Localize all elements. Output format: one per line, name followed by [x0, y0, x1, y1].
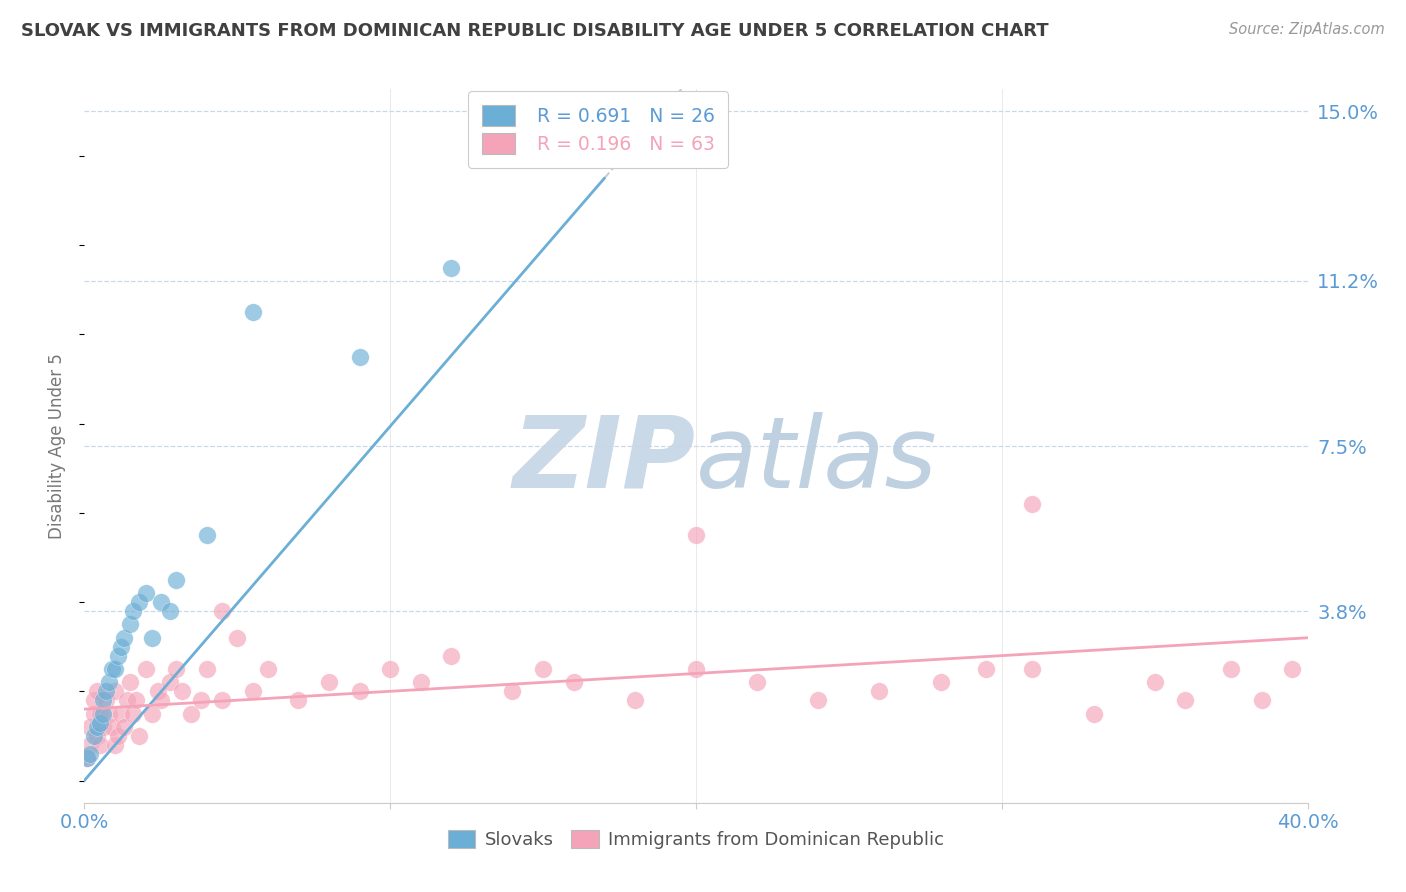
- Text: atlas: atlas: [696, 412, 938, 508]
- Point: [976, 662, 998, 676]
- Point: [76, 751, 98, 765]
- Point: [79, 720, 101, 734]
- Point: [107, 729, 129, 743]
- Point: [172, 684, 194, 698]
- Point: [79, 747, 101, 761]
- Point: [1021, 662, 1043, 676]
- Point: [135, 662, 157, 676]
- Point: [79, 738, 101, 752]
- Point: [149, 693, 172, 707]
- Point: [97, 706, 120, 721]
- Point: [1250, 693, 1272, 707]
- Point: [112, 631, 135, 645]
- Point: [226, 631, 249, 645]
- Point: [141, 631, 163, 645]
- Point: [502, 684, 524, 698]
- Text: Source: ZipAtlas.com: Source: ZipAtlas.com: [1229, 22, 1385, 37]
- Point: [624, 693, 647, 707]
- Point: [115, 693, 138, 707]
- Point: [89, 715, 111, 730]
- Point: [112, 720, 135, 734]
- Point: [807, 693, 830, 707]
- Point: [409, 675, 432, 690]
- Point: [149, 595, 172, 609]
- Point: [685, 528, 707, 542]
- Point: [101, 720, 124, 734]
- Point: [83, 729, 105, 743]
- Point: [318, 675, 340, 690]
- Point: [165, 662, 187, 676]
- Point: [122, 706, 145, 721]
- Point: [101, 662, 124, 676]
- Point: [76, 751, 98, 765]
- Point: [531, 662, 554, 676]
- Point: [242, 684, 264, 698]
- Point: [86, 684, 108, 698]
- Point: [120, 675, 142, 690]
- Text: ZIP: ZIP: [513, 412, 696, 508]
- Point: [349, 684, 371, 698]
- Point: [120, 617, 142, 632]
- Point: [195, 528, 218, 542]
- Point: [869, 684, 891, 698]
- Point: [159, 675, 181, 690]
- Point: [190, 693, 212, 707]
- Point: [89, 738, 111, 752]
- Point: [146, 684, 169, 698]
- Point: [1083, 706, 1105, 721]
- Point: [110, 640, 132, 654]
- Point: [122, 604, 145, 618]
- Point: [91, 720, 114, 734]
- Point: [83, 693, 105, 707]
- Point: [104, 684, 127, 698]
- Point: [1174, 693, 1197, 707]
- Point: [91, 693, 114, 707]
- Point: [104, 738, 127, 752]
- Point: [94, 693, 117, 707]
- Point: [94, 684, 117, 698]
- Point: [110, 706, 132, 721]
- Point: [685, 662, 707, 676]
- Point: [1021, 497, 1043, 511]
- Point: [86, 729, 108, 743]
- Point: [1281, 662, 1303, 676]
- Point: [195, 662, 218, 676]
- Point: [159, 604, 181, 618]
- Point: [128, 729, 150, 743]
- Point: [211, 693, 233, 707]
- Point: [180, 706, 202, 721]
- Point: [83, 706, 105, 721]
- Point: [91, 706, 114, 721]
- Point: [97, 675, 120, 690]
- Point: [242, 305, 264, 319]
- Point: [440, 260, 463, 275]
- Point: [86, 720, 108, 734]
- Point: [128, 595, 150, 609]
- Point: [135, 586, 157, 600]
- Point: [440, 648, 463, 663]
- Point: [287, 693, 309, 707]
- Point: [1220, 662, 1243, 676]
- Point: [104, 662, 127, 676]
- Y-axis label: Disability Age Under 5: Disability Age Under 5: [48, 353, 66, 539]
- Point: [380, 662, 402, 676]
- Point: [747, 675, 769, 690]
- Point: [562, 675, 585, 690]
- Text: SLOVAK VS IMMIGRANTS FROM DOMINICAN REPUBLIC DISABILITY AGE UNDER 5 CORRELATION : SLOVAK VS IMMIGRANTS FROM DOMINICAN REPU…: [21, 22, 1049, 40]
- Point: [125, 693, 148, 707]
- Point: [1143, 675, 1166, 690]
- Point: [165, 573, 187, 587]
- Point: [929, 675, 952, 690]
- Legend: Slovaks, Immigrants from Dominican Republic: Slovaks, Immigrants from Dominican Repub…: [439, 821, 953, 858]
- Point: [211, 604, 233, 618]
- Point: [89, 706, 111, 721]
- Point: [349, 350, 371, 364]
- Point: [141, 706, 163, 721]
- Point: [107, 648, 129, 663]
- Point: [257, 662, 280, 676]
